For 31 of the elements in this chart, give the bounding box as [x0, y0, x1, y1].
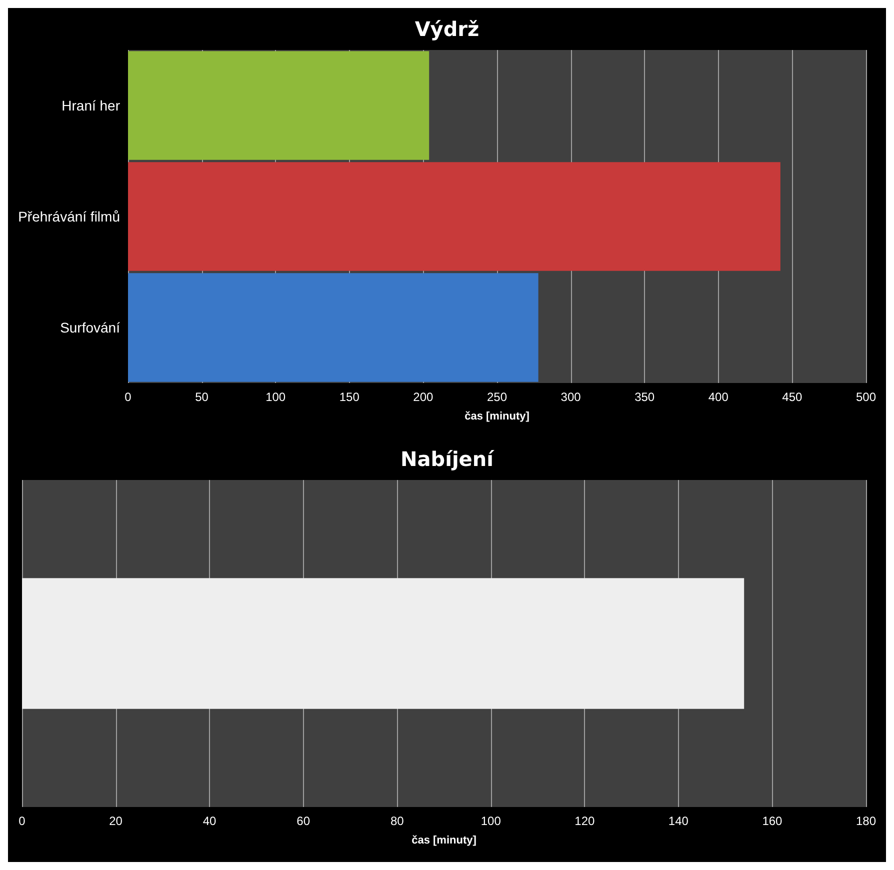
x-axis-title: čas [minuty]: [464, 410, 530, 422]
x-tick-label: 160: [762, 814, 783, 828]
x-tick-label: 500: [856, 390, 876, 404]
x-tick-label: 0: [124, 390, 132, 404]
x-tick-label: 200: [413, 390, 434, 404]
x-tick-label: 450: [782, 390, 803, 404]
y-tick-label: Přehrávání filmů: [18, 208, 120, 224]
x-tick-label: 180: [856, 814, 876, 828]
x-tick-label: 400: [708, 390, 729, 404]
chart-title: Výdrž: [414, 17, 480, 41]
x-tick-label: 80: [390, 814, 404, 828]
x-tick-label: 50: [195, 390, 209, 404]
x-tick-label: 150: [339, 390, 360, 404]
x-tick-label: 60: [296, 814, 310, 828]
chart-title: Nabíjení: [400, 447, 495, 471]
x-tick-label: 120: [574, 814, 595, 828]
x-tick-label: 0: [18, 814, 26, 828]
x-tick-label: 250: [486, 390, 508, 404]
x-tick-label: 100: [266, 390, 286, 404]
bar: [128, 51, 430, 160]
x-tick-label: 300: [560, 390, 582, 404]
x-tick-label: 20: [109, 814, 123, 828]
x-tick-label: 350: [634, 390, 655, 404]
y-tick-label: Surfování: [60, 320, 120, 336]
bar: [128, 273, 538, 382]
bar: [128, 162, 780, 271]
x-tick-label: 140: [668, 814, 689, 828]
x-tick-label: 100: [480, 814, 502, 828]
x-tick-label: 40: [202, 814, 217, 828]
y-tick-label: Hraní her: [62, 98, 120, 114]
x-axis-title: čas [minuty]: [412, 834, 477, 846]
